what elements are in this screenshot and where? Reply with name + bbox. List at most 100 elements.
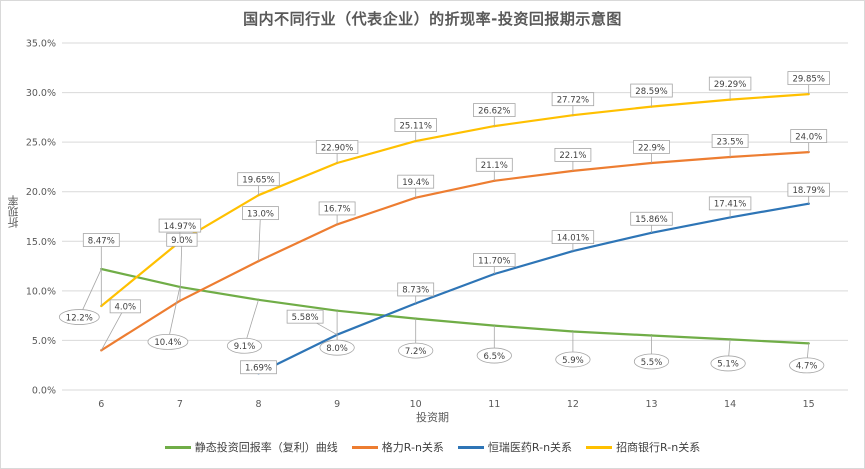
data-label-0-text: 10.4% <box>154 338 181 348</box>
data-label-0: 5.5% <box>633 335 670 370</box>
data-label-0: 6.5% <box>476 325 512 364</box>
data-label-2-text: 17.41% <box>714 200 746 210</box>
series-line-3 <box>100 93 809 307</box>
data-label-0-text: 4.7% <box>796 362 818 372</box>
data-label-3-box <box>551 92 595 107</box>
data-label-0-text: 7.2% <box>405 347 427 357</box>
data-label-3: 28.59% <box>630 83 673 107</box>
data-label-2: 1.69% <box>240 360 277 375</box>
legend-item-static: 静态投资回报率（复利）曲线 <box>164 439 338 455</box>
data-label-0-text: 8.0% <box>326 344 348 354</box>
data-label-1: 16.7% <box>318 201 356 225</box>
data-label-0-text: 5.9% <box>562 356 584 366</box>
data-point-3 <box>728 98 732 101</box>
data-label-3-box <box>394 118 437 132</box>
data-label-3-text: 28.59% <box>635 87 667 97</box>
legend-item-cmb: 招商银行R-n关系 <box>586 439 700 455</box>
x-axis-title: 投资期 <box>416 411 449 424</box>
data-label-2-text: 11.70% <box>478 256 510 266</box>
legend-label-cmb: 招商银行R-n关系 <box>616 441 701 454</box>
data-label-1-text: 23.5% <box>717 137 744 147</box>
data-label-1-box <box>554 147 592 162</box>
data-label-1-text: 9.0% <box>171 236 193 246</box>
data-label-1-text: 22.9% <box>638 143 665 153</box>
data-label-1: 24.0% <box>790 129 828 153</box>
data-label-1-text: 4.0% <box>114 303 136 313</box>
data-label-1-box <box>711 134 749 148</box>
data-point-0 <box>414 317 417 320</box>
data-point-0 <box>335 309 339 312</box>
data-point-3 <box>571 113 575 117</box>
data-label-1-box <box>475 157 513 172</box>
data-label-0-box <box>58 309 100 325</box>
x-tick-label: 8 <box>255 399 261 410</box>
x-tick-label: 14 <box>724 399 736 410</box>
data-label-0-box <box>398 342 434 359</box>
data-label-1-box <box>242 206 279 221</box>
data-label-3-box <box>787 71 830 85</box>
data-label-3: 8.47% <box>82 233 120 307</box>
y-tick-label: 35.0% <box>26 39 56 50</box>
data-label-0-box <box>555 351 591 368</box>
data-label-2-text: 15.86% <box>635 215 667 225</box>
data-label-1-box <box>790 129 828 143</box>
legend-label-gree: 格力R-n关系 <box>381 441 444 454</box>
legend-label-hengrui: 恒瑞医药R-n关系 <box>487 441 573 454</box>
y-tick-label: 0.0% <box>32 386 56 397</box>
data-label-3-box <box>630 83 673 98</box>
y-tick-label: 20.0% <box>26 187 56 198</box>
data-label-1-leader <box>179 239 183 301</box>
data-label-3-text: 29.85% <box>792 74 824 84</box>
data-label-1: 22.1% <box>554 147 592 171</box>
data-label-0-box <box>633 353 670 370</box>
data-label-1-text: 13.0% <box>247 209 274 219</box>
legend-swatch-gree <box>351 445 378 449</box>
data-label-3-text: 19.65% <box>242 175 274 185</box>
x-tick-label: 15 <box>803 399 815 410</box>
data-label-3: 26.62% <box>473 103 516 127</box>
data-label-0-text: 9.1% <box>234 342 256 352</box>
data-label-1-text: 24.0% <box>795 132 822 142</box>
legend: 静态投资回报率（复利）曲线 格力R-n关系 恒瑞医药R-n关系 招商银行R-n关… <box>0 439 865 455</box>
data-label-3-box <box>315 140 359 154</box>
legend-item-hengrui: 恒瑞医药R-n关系 <box>457 439 573 455</box>
x-tick-label: 12 <box>567 399 579 410</box>
data-label-3: 22.90% <box>315 140 359 163</box>
x-tick-label: 6 <box>98 399 104 410</box>
data-label-1-box <box>109 299 141 314</box>
data-label-2-text: 14.01% <box>557 233 589 243</box>
data-label-3-box <box>82 233 120 247</box>
data-label-2-text: 1.69% <box>245 364 272 374</box>
data-label-0-box <box>476 347 512 364</box>
data-label-0: 4.7% <box>789 343 825 374</box>
data-label-1-box <box>397 174 435 189</box>
data-label-2-box <box>397 282 435 297</box>
data-label-3: 29.85% <box>787 71 830 95</box>
data-label-3-box <box>473 103 516 117</box>
series-line-1 <box>100 151 809 352</box>
data-label-0-leader <box>167 286 181 342</box>
data-label-2: 17.41% <box>708 196 752 218</box>
data-label-1-leader <box>100 306 126 351</box>
legend-swatch-static <box>164 445 191 449</box>
data-label-2: 8.73% <box>397 282 435 304</box>
data-label-3: 25.11% <box>394 118 437 142</box>
x-tick-label: 9 <box>334 399 340 410</box>
data-label-0: 12.2% <box>58 268 102 325</box>
data-label-0: 5.1% <box>710 339 746 372</box>
x-tick-label: 7 <box>177 399 183 410</box>
data-label-0: 9.1% <box>226 299 263 354</box>
data-label-1-text: 22.1% <box>559 151 586 161</box>
data-point-3 <box>807 92 810 96</box>
data-label-2-box <box>708 196 752 211</box>
data-label-1: 13.0% <box>242 206 279 262</box>
data-label-3-text: 27.72% <box>557 95 589 105</box>
data-label-1-box <box>318 201 356 216</box>
data-label-3-text: 8.47% <box>88 236 115 246</box>
y-tick-label: 15.0% <box>26 237 56 248</box>
y-tick-label: 30.0% <box>26 88 56 99</box>
data-label-0-text: 5.5% <box>641 358 663 368</box>
data-label-2: 15.86% <box>630 211 673 233</box>
x-tick-label: 10 <box>410 399 422 410</box>
data-label-3-text: 25.11% <box>399 121 431 131</box>
